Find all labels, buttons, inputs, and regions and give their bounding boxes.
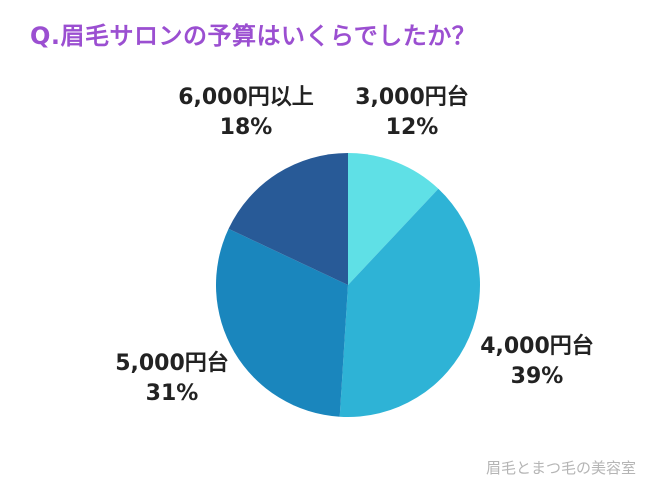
pie-slice-3	[215, 228, 348, 417]
slice-label-1: 3,000円台	[355, 84, 469, 110]
pie-labels: 3,000円台 12% 4,000円台 39% 5,000円台 31% 6,000円以上 18…	[115, 84, 594, 406]
pie-slices	[215, 153, 480, 418]
slice-value-label-2: 39%	[511, 364, 564, 389]
slice-label-4: 6,000円以上	[178, 85, 314, 110]
pie-slice-1	[348, 153, 439, 285]
pie-slice-2	[339, 188, 480, 418]
slice-value-label-3: 31%	[146, 381, 199, 406]
slice-value-label-1: 12%	[386, 115, 439, 140]
chart-title: Q.眉毛サロンの予算はいくらでしたか？	[30, 22, 477, 50]
pie-slice-4	[228, 153, 348, 285]
slice-value-label-4: 18%	[220, 115, 273, 140]
slice-label-2: 4,000円台	[480, 333, 594, 359]
watermark: 眉毛とまつ毛の美容室	[485, 459, 636, 477]
slice-label-3: 5,000円台	[115, 350, 229, 376]
